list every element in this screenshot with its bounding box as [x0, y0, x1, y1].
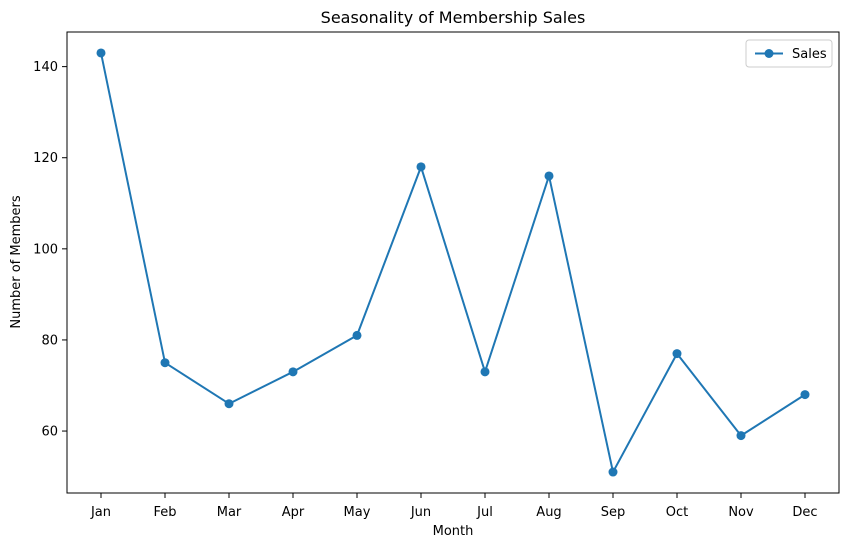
x-axis-label: Month [433, 524, 474, 539]
data-point [160, 358, 170, 368]
data-point [288, 367, 298, 377]
y-axis-label: Number of Members [9, 195, 24, 328]
x-tick-label: Jan [90, 505, 111, 520]
plot-frame [66, 31, 840, 494]
x-tick-label: Dec [792, 505, 817, 520]
y-tick-label: 80 [41, 333, 58, 348]
data-point [224, 399, 234, 409]
data-point [544, 171, 554, 181]
legend-marker [764, 49, 774, 58]
x-tick-label: Sep [601, 505, 626, 520]
data-point [480, 367, 490, 377]
x-tick-label: Mar [217, 505, 242, 520]
y-tick-label: 100 [33, 242, 58, 257]
x-tick-label: Nov [728, 505, 754, 520]
chart-title: Seasonality of Membership Sales [321, 8, 586, 27]
legend-box [745, 39, 833, 68]
x-tick-label: Oct [666, 505, 688, 520]
legend-label: Sales [792, 47, 827, 62]
series-layer [96, 48, 810, 477]
data-point [800, 390, 810, 400]
data-point [736, 431, 746, 441]
plot-area [66, 31, 840, 494]
x-tick-label: Aug [536, 505, 561, 520]
x-tick-label: Feb [153, 505, 176, 520]
y-tick-label: 140 [33, 60, 58, 75]
data-point [96, 48, 106, 58]
legend: Sales [745, 39, 833, 68]
x-axis-ticks: Jan Feb Mar Apr May Jun Jul Aug Sep Oct Nov Dec [90, 493, 818, 520]
y-tick-label: 120 [33, 151, 58, 166]
x-tick-label: May [344, 505, 371, 520]
data-point [672, 349, 682, 359]
data-point [608, 467, 618, 477]
data-point [352, 330, 362, 340]
x-tick-label: Jun [410, 505, 431, 520]
y-axis-ticks: 60 80 100 120 140 [33, 60, 67, 440]
x-tick-label: Apr [282, 505, 305, 520]
y-tick-label: 60 [41, 425, 58, 440]
series-line-sales [100, 51, 806, 474]
x-tick-label: Jul [476, 505, 493, 520]
data-point [416, 162, 426, 172]
